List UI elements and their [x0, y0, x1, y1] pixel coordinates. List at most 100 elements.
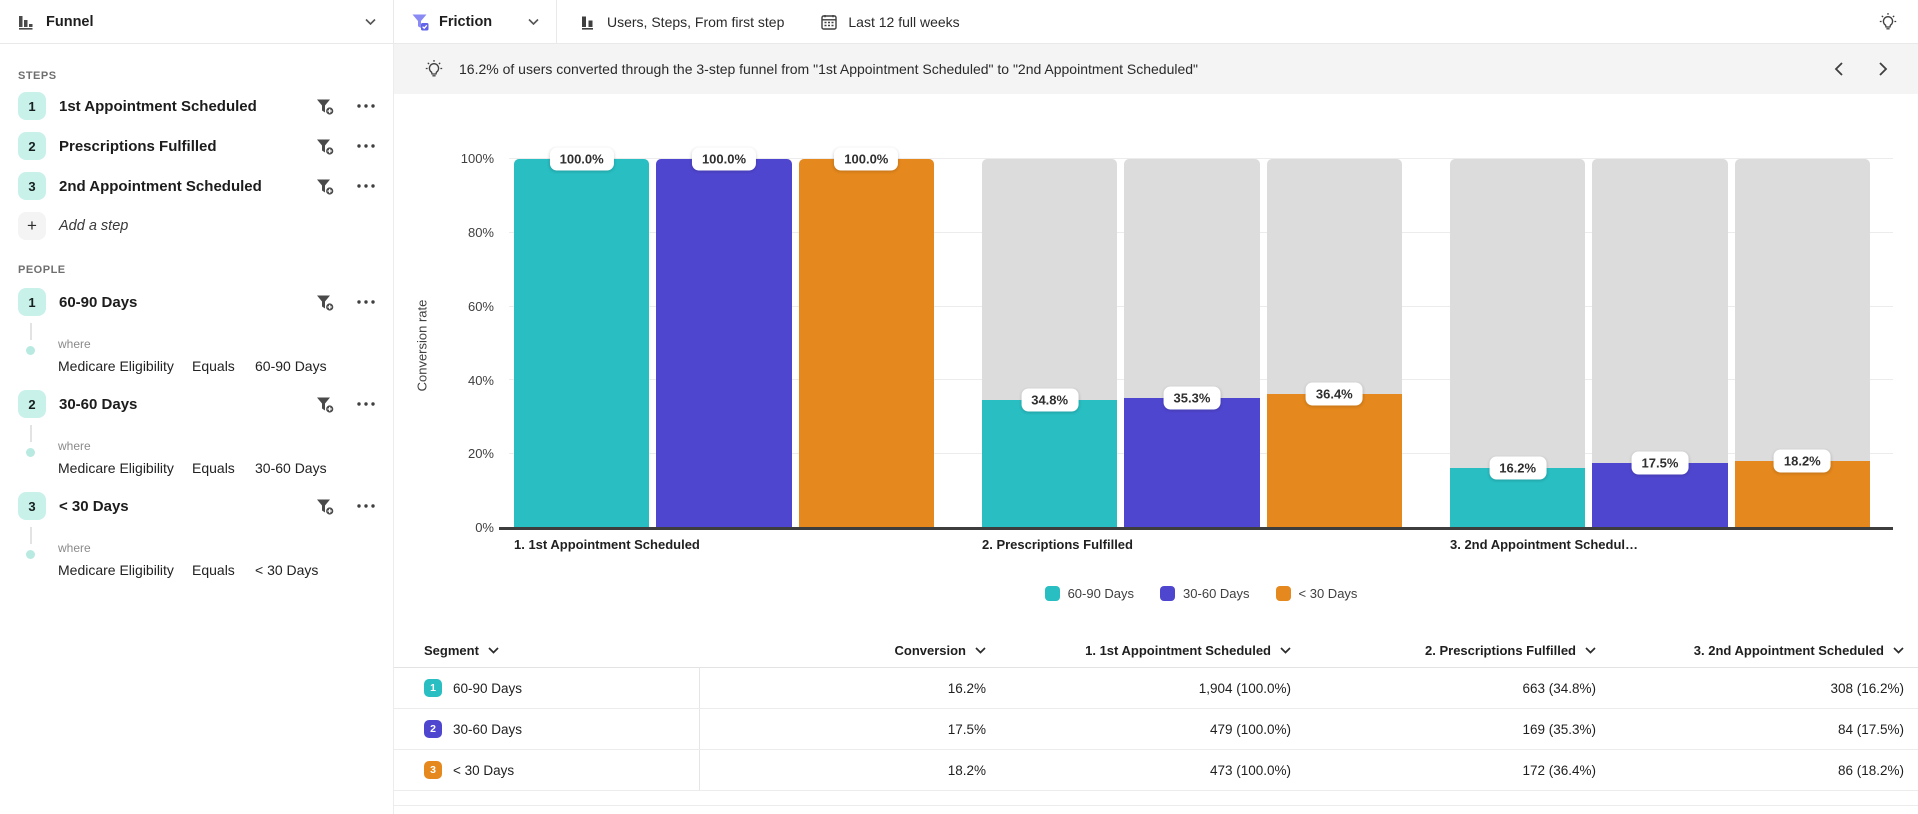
add-filter-funnel-icon[interactable] — [315, 137, 335, 156]
condition-operator[interactable]: Equals — [192, 358, 235, 374]
sort-chevron-icon[interactable] — [1893, 647, 1904, 654]
bar-under-30-days-step-3[interactable]: 18.2% — [1734, 159, 1870, 528]
conversion-value: 17.5% — [947, 721, 986, 737]
step-row-1[interactable]: 1 1st Appointment Scheduled — [0, 86, 393, 126]
bar-value-label: 34.8% — [1021, 388, 1079, 412]
bar-60-90-days-step-3[interactable]: 16.2% — [1450, 159, 1586, 528]
bar-30-60-days-step-3[interactable]: 17.5% — [1592, 159, 1728, 528]
calendar-icon — [820, 13, 838, 31]
condition-operator[interactable]: Equals — [192, 562, 235, 578]
y-tick: 40% — [467, 373, 494, 388]
person-filter-condition: where Medicare Eligibility Equals 60-90 … — [18, 322, 393, 374]
next-insight-button[interactable] — [1875, 58, 1892, 80]
bar-60-90-days-step-1[interactable]: 100.0% — [514, 147, 650, 528]
legend-item-30-60-days[interactable]: 30-60 Days — [1160, 586, 1250, 601]
previous-insight-button[interactable] — [1830, 58, 1847, 80]
sort-chevron-icon[interactable] — [488, 647, 499, 654]
legend-swatch — [1044, 586, 1060, 601]
step-3-bar-group: 16.2% 17.5% 18.2% — [1450, 159, 1870, 528]
step-row-2[interactable]: 2 Prescriptions Fulfilled — [0, 126, 393, 166]
y-axis-label: Conversion rate — [414, 299, 430, 392]
bar-30-60-days-step-1[interactable]: 100.0% — [656, 147, 792, 528]
more-options-icon[interactable] — [357, 300, 375, 304]
column-header-step-1[interactable]: 1. 1st Appointment Scheduled — [1000, 634, 1305, 667]
column-header-step-2[interactable]: 2. Prescriptions Fulfilled — [1305, 634, 1610, 667]
chevron-down-icon — [528, 18, 539, 26]
bar-value-label: 100.0% — [549, 147, 614, 171]
column-header-step-3[interactable]: 3. 2nd Appointment Scheduled — [1610, 634, 1918, 667]
step-label[interactable]: 2nd Appointment Scheduled — [59, 177, 262, 195]
legend-item-60-90-days[interactable]: 60-90 Days — [1044, 586, 1135, 601]
table-row[interactable]: 3 < 30 Days 18.2% 473 (100.0%) 172 (36.4… — [394, 750, 1918, 791]
add-filter-funnel-icon[interactable] — [315, 497, 335, 516]
sort-chevron-icon[interactable] — [1280, 647, 1291, 654]
chart-type-selector[interactable]: Funnel — [0, 0, 394, 43]
toolbar: Funnel Friction Users, Steps, From first… — [0, 0, 1918, 44]
add-filter-funnel-icon[interactable] — [315, 293, 335, 312]
step-label[interactable]: Prescriptions Fulfilled — [59, 137, 217, 155]
funnel-chart: Conversion rate 0% 20% 40% 60% 80% 100% … — [394, 94, 1918, 634]
add-filter-funnel-icon[interactable] — [315, 395, 335, 414]
step-1-value: 1,904 (100.0%) — [1198, 680, 1291, 696]
segment-number-badge: 2 — [424, 720, 442, 738]
column-header-conversion[interactable]: Conversion — [700, 634, 1000, 667]
add-step-label: Add a step — [59, 218, 129, 234]
person-label[interactable]: 30-60 Days — [59, 395, 138, 413]
add-step-button[interactable]: + Add a step — [0, 206, 393, 246]
table-bottom-divider — [394, 805, 1918, 806]
table-row[interactable]: 1 60-90 Days 16.2% 1,904 (100.0%) 663 (3… — [394, 668, 1918, 709]
where-label: where — [58, 439, 91, 453]
add-filter-funnel-icon[interactable] — [315, 177, 335, 196]
more-options-icon[interactable] — [357, 144, 375, 148]
condition-value[interactable]: < 30 Days — [255, 562, 319, 578]
view-settings-button[interactable]: Users, Steps, From first step — [579, 13, 784, 31]
insight-text: 16.2% of users converted through the 3-s… — [459, 61, 1199, 77]
condition-value[interactable]: 60-90 Days — [255, 358, 327, 374]
chart-type-label: Funnel — [46, 13, 94, 30]
legend-label: < 30 Days — [1298, 586, 1358, 601]
legend-label: 30-60 Days — [1183, 586, 1250, 601]
segment-name: 30-60 Days — [453, 721, 523, 737]
person-row-3[interactable]: 3 < 30 Days — [0, 486, 393, 526]
where-label: where — [58, 337, 91, 351]
column-header-segment[interactable]: Segment — [394, 634, 700, 667]
condition-operator[interactable]: Equals — [192, 460, 235, 476]
breakdown-table: Segment Conversion 1. 1st Appointment Sc… — [394, 634, 1918, 791]
metric-selector[interactable]: Friction — [394, 0, 557, 43]
table-row[interactable]: 2 30-60 Days 17.5% 479 (100.0%) 169 (35.… — [394, 709, 1918, 750]
where-label: where — [58, 541, 91, 555]
insights-lightbulb-button[interactable] — [1878, 12, 1898, 32]
step-row-3[interactable]: 3 2nd Appointment Scheduled — [0, 166, 393, 206]
people-section-title: PEOPLE — [18, 264, 66, 276]
more-options-icon[interactable] — [357, 184, 375, 188]
add-filter-funnel-icon[interactable] — [315, 97, 335, 116]
person-label[interactable]: 60-90 Days — [59, 293, 138, 311]
bar-under-30-days-step-2[interactable]: 36.4% — [1266, 159, 1402, 528]
connector-line — [30, 425, 32, 442]
person-filter-condition: where Medicare Eligibility Equals < 30 D… — [18, 526, 393, 578]
connector-dot — [26, 346, 35, 355]
sort-chevron-icon[interactable] — [1585, 647, 1596, 654]
person-label[interactable]: < 30 Days — [59, 497, 129, 515]
date-range-button[interactable]: Last 12 full weeks — [820, 13, 960, 31]
condition-property[interactable]: Medicare Eligibility — [58, 460, 174, 476]
steps-section-title: STEPS — [18, 70, 57, 82]
condition-property[interactable]: Medicare Eligibility — [58, 562, 174, 578]
step-3-value: 308 (16.2%) — [1830, 680, 1904, 696]
bar-30-60-days-step-2[interactable]: 35.3% — [1124, 159, 1260, 528]
bar-value-label: 100.0% — [834, 147, 899, 171]
legend-item-under-30-days[interactable]: < 30 Days — [1275, 586, 1358, 601]
bar-60-90-days-step-2[interactable]: 34.8% — [982, 159, 1118, 528]
bar-under-30-days-step-1[interactable]: 100.0% — [798, 147, 934, 528]
more-options-icon[interactable] — [357, 402, 375, 406]
condition-value[interactable]: 30-60 Days — [255, 460, 327, 476]
connector-dot — [26, 448, 35, 457]
more-options-icon[interactable] — [357, 504, 375, 508]
person-row-1[interactable]: 1 60-90 Days — [0, 282, 393, 322]
condition-property[interactable]: Medicare Eligibility — [58, 358, 174, 374]
person-row-2[interactable]: 2 30-60 Days — [0, 384, 393, 424]
step-label[interactable]: 1st Appointment Scheduled — [59, 97, 257, 115]
sort-chevron-icon[interactable] — [975, 647, 986, 654]
more-options-icon[interactable] — [357, 104, 375, 108]
legend-label: 60-90 Days — [1067, 586, 1135, 601]
